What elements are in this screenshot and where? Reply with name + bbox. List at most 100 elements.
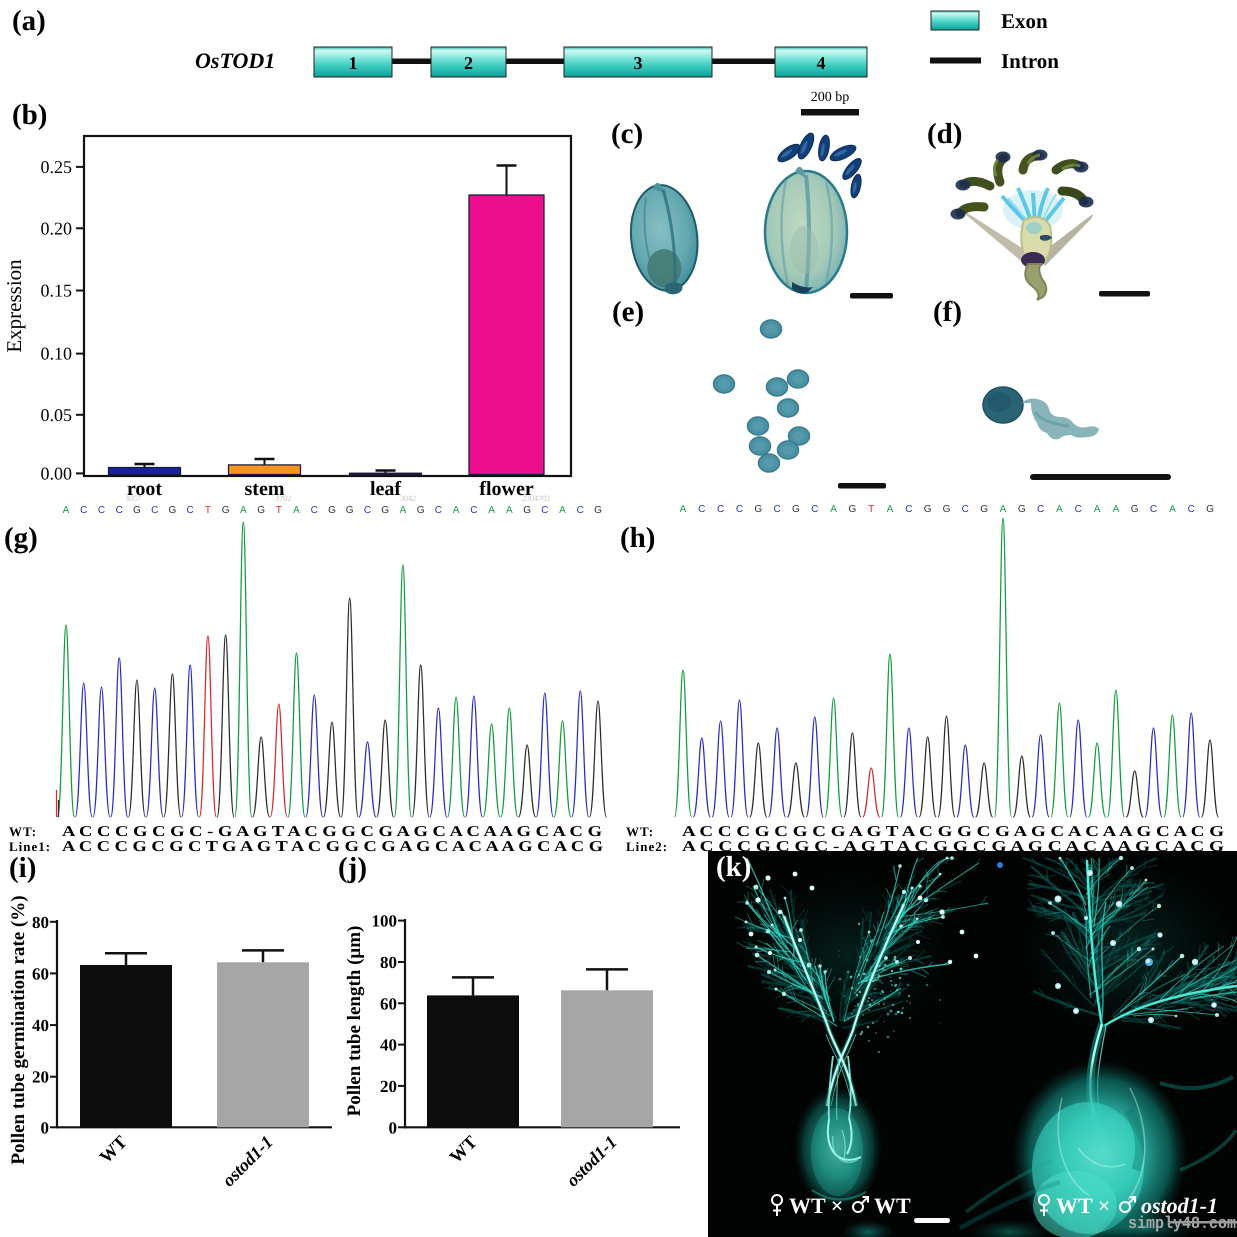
svg-text:Line1:: Line1: — [9, 839, 51, 854]
svg-text:WT: WT — [874, 1193, 911, 1218]
svg-text:T: T — [868, 504, 874, 515]
svg-text:(a): (a) — [12, 5, 46, 37]
svg-text:3042: 3042 — [400, 494, 416, 503]
svg-text:(g): (g) — [4, 522, 38, 554]
svg-text:3702: 3702 — [275, 494, 291, 503]
svg-text:0: 0 — [389, 1118, 398, 1137]
svg-text:(k): (k) — [716, 851, 751, 883]
svg-text:G: G — [792, 504, 800, 515]
svg-text:G: G — [222, 505, 230, 516]
svg-text:G: G — [943, 504, 951, 515]
svg-text:80: 80 — [32, 913, 49, 932]
svg-text:Expression: Expression — [2, 259, 26, 353]
svg-text:C: C — [773, 504, 780, 515]
svg-text:C: C — [1037, 504, 1044, 515]
svg-text:C: C — [470, 505, 477, 516]
svg-text:A: A — [830, 504, 837, 515]
svg-text:WT:: WT: — [9, 824, 37, 839]
svg-text:WT:: WT: — [626, 824, 654, 839]
svg-text:A C C C G C G C - G A G T: A C C C G C G C - G A G T A C G G C G A … — [62, 824, 602, 840]
svg-text:root: root — [127, 478, 163, 500]
svg-text:G: G — [849, 504, 857, 515]
svg-text:Exon: Exon — [1001, 9, 1048, 33]
svg-text:simply48.com: simply48.com — [1128, 1215, 1236, 1234]
svg-text:G: G — [346, 505, 354, 516]
svg-text:C: C — [151, 505, 158, 516]
svg-text:2304702: 2304702 — [522, 494, 550, 503]
svg-text:2: 2 — [464, 53, 473, 73]
svg-text:(e): (e) — [612, 296, 644, 328]
svg-text:C: C — [364, 505, 371, 516]
svg-text:T: T — [276, 505, 282, 516]
svg-text:C: C — [698, 504, 705, 515]
svg-text:0.10: 0.10 — [41, 344, 73, 364]
svg-text:0.25: 0.25 — [41, 157, 73, 177]
svg-text:(f): (f) — [933, 296, 962, 328]
svg-text:A: A — [680, 504, 687, 515]
svg-text:G: G — [1131, 504, 1139, 515]
svg-text:3057: 3057 — [125, 494, 141, 503]
svg-text:A C C C G C G C G A G T A C: A C C C G C G C G A G T A C G G C G A G … — [682, 824, 1224, 840]
svg-text:A: A — [293, 505, 300, 516]
svg-text:200 bp: 200 bp — [811, 90, 850, 105]
svg-text:C: C — [541, 505, 548, 516]
svg-text:A: A — [1000, 504, 1007, 515]
svg-text:(d): (d) — [927, 118, 962, 150]
svg-text:A: A — [1169, 504, 1176, 515]
svg-text:G: G — [594, 505, 602, 516]
svg-text:OsTOD1: OsTOD1 — [195, 48, 275, 73]
svg-text:C: C — [80, 505, 87, 516]
svg-text:A: A — [506, 505, 513, 516]
svg-text:leaf: leaf — [370, 478, 401, 500]
svg-text:A: A — [1094, 504, 1101, 515]
svg-text:WT ×: WT × — [1056, 1193, 1110, 1218]
svg-text:100: 100 — [372, 912, 398, 931]
svg-text:G: G — [980, 504, 988, 515]
svg-text:(b): (b) — [12, 99, 47, 131]
svg-text:0.05: 0.05 — [41, 405, 73, 425]
svg-text:G: G — [523, 505, 531, 516]
svg-text:G: G — [381, 505, 389, 516]
svg-text:A: A — [63, 505, 70, 516]
svg-text:0.00: 0.00 — [41, 463, 73, 483]
svg-text:C: C — [1075, 504, 1082, 515]
svg-text:A C C C G C G C T G A G T: A C C C G C G C T G A G T A C G G C G A … — [62, 839, 603, 855]
svg-text:WT ×: WT × — [789, 1193, 843, 1218]
svg-text:(c): (c) — [611, 118, 643, 150]
svg-text:G: G — [417, 505, 425, 516]
svg-text:1: 1 — [349, 53, 358, 73]
svg-text:G: G — [169, 505, 177, 516]
svg-text:0.20: 0.20 — [41, 218, 73, 238]
svg-text:ostod1-1: ostod1-1 — [1141, 1193, 1218, 1218]
svg-text:C: C — [962, 504, 969, 515]
svg-text:C: C — [1188, 504, 1195, 515]
svg-text:40: 40 — [380, 1036, 397, 1055]
svg-text:Intron: Intron — [1001, 49, 1059, 73]
svg-text:60: 60 — [32, 964, 49, 983]
svg-text:0.15: 0.15 — [41, 281, 73, 301]
svg-text:C: C — [577, 505, 584, 516]
svg-text:flower: flower — [479, 478, 534, 500]
svg-text:C: C — [311, 505, 318, 516]
svg-text:G: G — [924, 504, 932, 515]
svg-text:A: A — [887, 504, 894, 515]
svg-text:C: C — [736, 504, 743, 515]
svg-text:C: C — [905, 504, 912, 515]
svg-text:20: 20 — [380, 1077, 397, 1096]
svg-text:G: G — [1018, 504, 1026, 515]
svg-text:(j): (j) — [338, 852, 367, 884]
svg-text:Pollen tube length (μm): Pollen tube length (μm) — [344, 926, 365, 1117]
svg-text:G: G — [133, 505, 141, 516]
svg-text:A: A — [488, 505, 495, 516]
svg-text:4: 4 — [817, 53, 826, 73]
svg-text:C: C — [186, 505, 193, 516]
svg-text:G: G — [328, 505, 336, 516]
svg-text:G: G — [754, 504, 762, 515]
svg-text:A: A — [559, 505, 566, 516]
svg-text:0: 0 — [41, 1118, 50, 1137]
svg-text:60: 60 — [380, 994, 397, 1013]
svg-text:80: 80 — [380, 953, 397, 972]
svg-text:C: C — [98, 505, 105, 516]
svg-text:(i): (i) — [9, 852, 36, 884]
svg-text:C: C — [116, 505, 123, 516]
